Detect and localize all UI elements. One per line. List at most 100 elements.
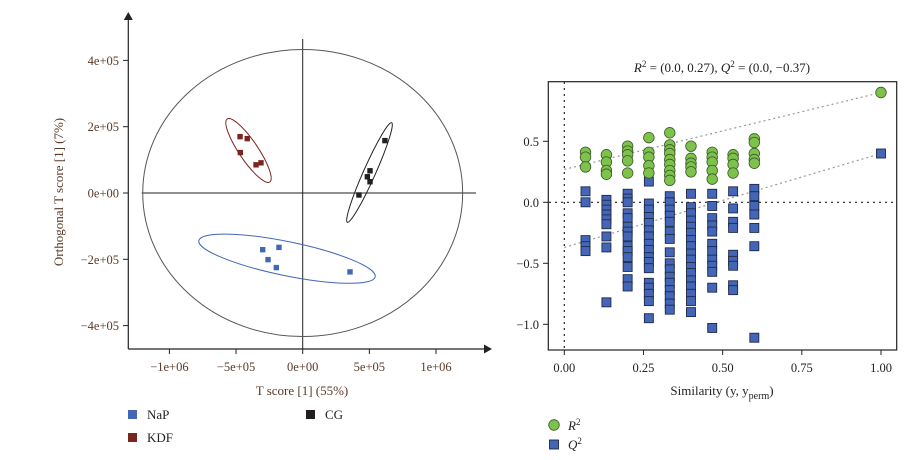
r2-point [727, 167, 739, 179]
y-tick-label: −1.0 [516, 318, 539, 332]
q2-point [707, 226, 718, 237]
x-tick-label: 0.00 [553, 361, 575, 375]
q2-point [601, 297, 612, 308]
left-y-axis-label: Orthogonal T score [1] (7%) [51, 118, 66, 266]
legend-swatch-nap [128, 410, 137, 419]
r2-point [600, 168, 613, 180]
q2-point [622, 231, 633, 242]
nap-point [273, 264, 280, 271]
left-x-axis-label: T score [1] (55%) [256, 383, 349, 398]
q2-point [664, 304, 675, 315]
q2-point [749, 191, 760, 202]
q2-point [622, 197, 633, 208]
x-tick-label: 0.50 [712, 361, 734, 375]
legend-label-kdf: KDF [147, 430, 173, 445]
r2-point [579, 151, 592, 163]
r2-point [748, 136, 761, 149]
y-tick-label: 0.5 [523, 135, 539, 149]
legend-label-cg: CG [325, 407, 343, 422]
x-tick-label: −5e+05 [217, 360, 255, 374]
r2-point [621, 167, 634, 179]
nap-point [260, 246, 266, 253]
kdf-point [237, 149, 244, 156]
y-tick-label: −2e+05 [81, 253, 119, 267]
q2-point [707, 201, 718, 211]
x-axis-arrow [484, 344, 492, 354]
r2-point [685, 140, 697, 152]
x-tick-label: 0e+00 [287, 360, 318, 374]
x-tick-label: 1e+06 [420, 360, 451, 374]
r2-point [643, 131, 655, 144]
r2-point [664, 127, 676, 139]
kdf-point [253, 162, 259, 168]
x-tick-label: 1.00 [870, 361, 892, 375]
q2-point [664, 216, 675, 227]
q2-regression-line [564, 152, 882, 249]
kdf-confidence-ellipse [225, 118, 272, 183]
q2-point [622, 213, 633, 224]
x-tick-label: 0.25 [633, 361, 655, 375]
q2-point [643, 263, 654, 274]
legend-r2-letter: R [567, 418, 576, 433]
kdf-point [244, 135, 250, 142]
q2-point [580, 246, 591, 257]
q2-point [707, 266, 718, 277]
q2-point [601, 231, 612, 242]
q2-point [622, 252, 633, 263]
q2-point [601, 219, 612, 230]
r2-point [579, 161, 592, 173]
legend-swatch-cg [306, 410, 315, 419]
legend-q2-letter: Q [568, 437, 578, 452]
plot-frame [547, 81, 898, 351]
y-tick-label: 2e+05 [88, 120, 119, 134]
q2-point [749, 222, 760, 233]
q2-point [622, 281, 633, 292]
right-chart-title: R2 = (0.0, 0.27), Q2 = (0.0, −0.37) [633, 59, 810, 75]
cg-point [364, 174, 371, 180]
q2-point [686, 296, 696, 307]
q2-point [686, 188, 696, 199]
q2-point [580, 197, 591, 208]
r2-point [685, 166, 697, 178]
q2-point [664, 233, 675, 244]
q2-point [622, 262, 633, 272]
hotelling-t2-ellipse [142, 48, 464, 338]
cg-point [367, 179, 373, 185]
q2-point [686, 307, 696, 318]
q2-point [728, 186, 739, 197]
y-tick-label: 4e+05 [88, 54, 119, 68]
legend-r2-marker [548, 419, 560, 431]
q2-point [728, 222, 739, 233]
x-tick-label: 5e+05 [354, 360, 385, 374]
opls-da-score-plot: T score [1] (55%) Orthogonal T score [1]… [51, 12, 492, 445]
q2-point [643, 296, 654, 307]
cg-point [367, 168, 373, 174]
q2-point [580, 186, 591, 197]
nap-point [276, 244, 282, 251]
right-x-axis-label: Similarity (y, yperm) [670, 383, 773, 402]
r2-point [621, 155, 634, 167]
q2-point [664, 247, 675, 258]
q2-point [601, 242, 612, 253]
r2-point [875, 86, 887, 99]
q2-point [728, 260, 739, 271]
cg-confidence-ellipse [346, 122, 393, 223]
q2-point [707, 246, 718, 257]
y-tick-label: 0.0 [523, 196, 539, 210]
nap-point [347, 269, 353, 275]
x-tick-label: −1e+06 [150, 360, 188, 374]
legend-q2-label: Q2 [568, 436, 582, 452]
legend-label-nap: NaP [147, 407, 169, 422]
r2-point [664, 174, 676, 187]
kdf-point [237, 133, 243, 140]
cg-point [382, 137, 388, 144]
r2-point [643, 167, 655, 179]
q2-point [707, 188, 718, 199]
q2-point [707, 323, 718, 333]
r2-point [706, 173, 718, 185]
q2-point [643, 313, 654, 324]
r2-regression-line [564, 91, 882, 170]
x-tick-label: 0.75 [791, 361, 813, 375]
